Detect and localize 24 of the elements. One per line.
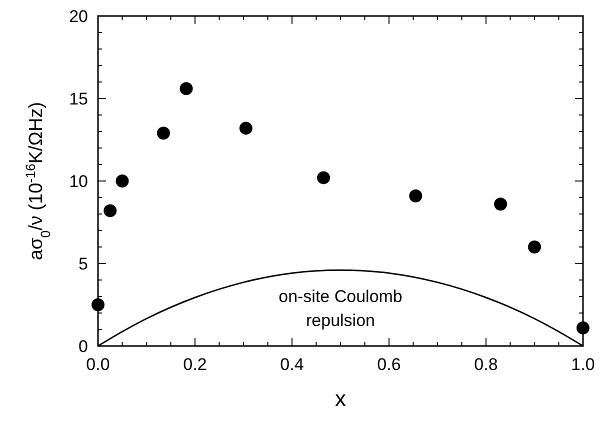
y-tick-label: 5 xyxy=(78,254,88,274)
point xyxy=(92,298,104,312)
x-tick-label: 0.2 xyxy=(183,355,207,374)
x-tick-label: 0.6 xyxy=(377,355,401,374)
point xyxy=(180,82,193,96)
x-tick-label: 0.0 xyxy=(86,355,110,374)
point xyxy=(409,189,422,202)
point xyxy=(116,174,129,188)
point xyxy=(528,240,541,254)
point xyxy=(576,321,590,334)
point xyxy=(239,122,252,135)
x-tick-label: 0.4 xyxy=(280,355,304,374)
point xyxy=(156,126,170,140)
point xyxy=(317,171,330,184)
y-tick-label: 20 xyxy=(69,7,88,26)
y-tick-label: 0 xyxy=(78,337,88,356)
x-tick-label: 0.8 xyxy=(474,355,498,374)
point xyxy=(494,198,508,211)
y-tick-label: 15 xyxy=(69,90,88,108)
x-tick-label: 1.0 xyxy=(571,355,595,374)
annotation: on-site Coulomb repulsion xyxy=(278,287,402,330)
point xyxy=(104,204,117,218)
x-axis-title: x xyxy=(335,386,346,411)
y-tick-label: 10 xyxy=(69,172,88,191)
